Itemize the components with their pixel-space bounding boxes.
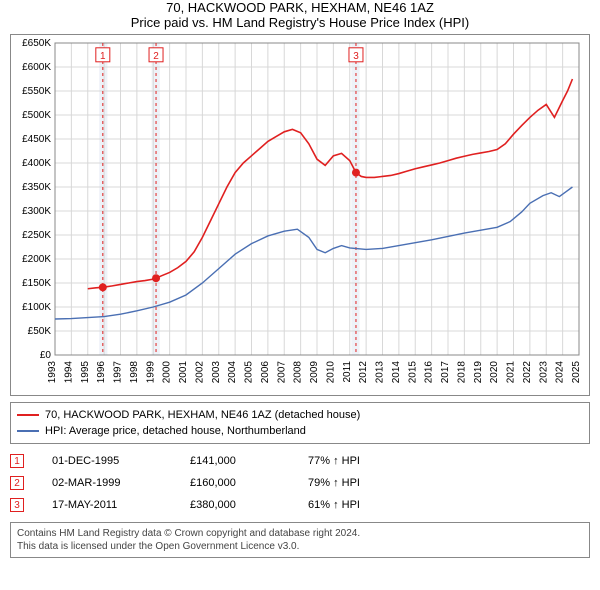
sale-marker: 3 [10, 498, 24, 512]
svg-text:2010: 2010 [325, 361, 336, 384]
svg-text:£500K: £500K [22, 110, 51, 121]
svg-text:£450K: £450K [22, 134, 51, 145]
title-line-1: 70, HACKWOOD PARK, HEXHAM, NE46 1AZ [0, 0, 600, 15]
svg-text:2006: 2006 [260, 361, 271, 384]
sale-price: £380,000 [190, 499, 290, 511]
footer-line-1: Contains HM Land Registry data © Crown c… [17, 527, 583, 540]
svg-text:1997: 1997 [113, 361, 124, 384]
sale-hpi: 79% ↑ HPI [308, 477, 418, 489]
svg-text:2015: 2015 [407, 361, 418, 384]
svg-text:3: 3 [353, 51, 359, 62]
svg-text:2000: 2000 [162, 361, 173, 384]
sale-hpi: 61% ↑ HPI [308, 499, 418, 511]
sale-row: 1 01-DEC-1995 £141,000 77% ↑ HPI [10, 450, 590, 472]
svg-text:1994: 1994 [63, 361, 74, 384]
svg-text:£350K: £350K [22, 182, 51, 193]
svg-text:2022: 2022 [522, 361, 533, 384]
svg-text:1998: 1998 [129, 361, 140, 384]
svg-text:2008: 2008 [293, 361, 304, 384]
svg-text:2002: 2002 [194, 361, 205, 384]
legend-swatch [17, 430, 39, 432]
svg-text:1995: 1995 [80, 361, 91, 384]
sale-price: £160,000 [190, 477, 290, 489]
legend-swatch [17, 414, 39, 416]
svg-text:2017: 2017 [440, 361, 451, 384]
svg-text:£400K: £400K [22, 158, 51, 169]
svg-text:2016: 2016 [424, 361, 435, 384]
svg-text:£200K: £200K [22, 254, 51, 265]
svg-text:2025: 2025 [571, 361, 582, 384]
svg-text:£250K: £250K [22, 230, 51, 241]
svg-text:1: 1 [100, 51, 106, 62]
svg-text:2003: 2003 [211, 361, 222, 384]
sale-date: 02-MAR-1999 [52, 477, 172, 489]
sale-hpi: 77% ↑ HPI [308, 455, 418, 467]
sale-row: 2 02-MAR-1999 £160,000 79% ↑ HPI [10, 472, 590, 494]
title-line-2: Price paid vs. HM Land Registry's House … [0, 15, 600, 30]
svg-text:2: 2 [153, 51, 159, 62]
svg-text:£0: £0 [40, 350, 52, 361]
sale-price: £141,000 [190, 455, 290, 467]
footer-attribution: Contains HM Land Registry data © Crown c… [10, 522, 590, 558]
sale-date: 17-MAY-2011 [52, 499, 172, 511]
svg-text:2005: 2005 [244, 361, 255, 384]
svg-text:2021: 2021 [506, 361, 517, 384]
svg-text:2011: 2011 [342, 361, 353, 383]
sale-marker: 1 [10, 454, 24, 468]
price-chart: £0 £50K £100K £150K £200K £250K £300K £350K £400… [11, 35, 589, 395]
sale-row: 3 17-MAY-2011 £380,000 61% ↑ HPI [10, 494, 590, 516]
svg-text:2019: 2019 [473, 361, 484, 384]
footer-line-2: This data is licensed under the Open Gov… [17, 540, 583, 553]
legend: 70, HACKWOOD PARK, HEXHAM, NE46 1AZ (det… [10, 402, 590, 444]
svg-text:2014: 2014 [391, 361, 402, 384]
svg-text:2020: 2020 [489, 361, 500, 384]
svg-text:2024: 2024 [555, 361, 566, 384]
svg-text:2018: 2018 [456, 361, 467, 384]
svg-text:1996: 1996 [96, 361, 107, 384]
svg-text:£600K: £600K [22, 62, 51, 73]
svg-text:£300K: £300K [22, 206, 51, 217]
svg-text:2004: 2004 [227, 361, 238, 384]
svg-text:2009: 2009 [309, 361, 320, 384]
svg-text:1993: 1993 [47, 361, 58, 384]
svg-text:2012: 2012 [358, 361, 369, 384]
svg-text:2007: 2007 [276, 361, 287, 384]
svg-text:£650K: £650K [22, 38, 51, 49]
svg-text:2013: 2013 [375, 361, 386, 384]
svg-text:£50K: £50K [28, 326, 52, 337]
chart-container: £0 £50K £100K £150K £200K £250K £300K £350K £400… [10, 34, 590, 396]
svg-text:2001: 2001 [178, 361, 189, 384]
svg-text:£150K: £150K [22, 278, 51, 289]
sale-date: 01-DEC-1995 [52, 455, 172, 467]
legend-label: HPI: Average price, detached house, Nort… [45, 425, 306, 437]
legend-label: 70, HACKWOOD PARK, HEXHAM, NE46 1AZ (det… [45, 409, 360, 421]
svg-text:£550K: £550K [22, 86, 51, 97]
svg-text:£100K: £100K [22, 302, 51, 313]
legend-item: 70, HACKWOOD PARK, HEXHAM, NE46 1AZ (det… [17, 407, 583, 423]
legend-item: HPI: Average price, detached house, Nort… [17, 423, 583, 439]
svg-text:1999: 1999 [145, 361, 156, 384]
sales-table: 1 01-DEC-1995 £141,000 77% ↑ HPI 2 02-MAR-199… [10, 450, 590, 516]
svg-text:2023: 2023 [538, 361, 549, 384]
sale-marker: 2 [10, 476, 24, 490]
